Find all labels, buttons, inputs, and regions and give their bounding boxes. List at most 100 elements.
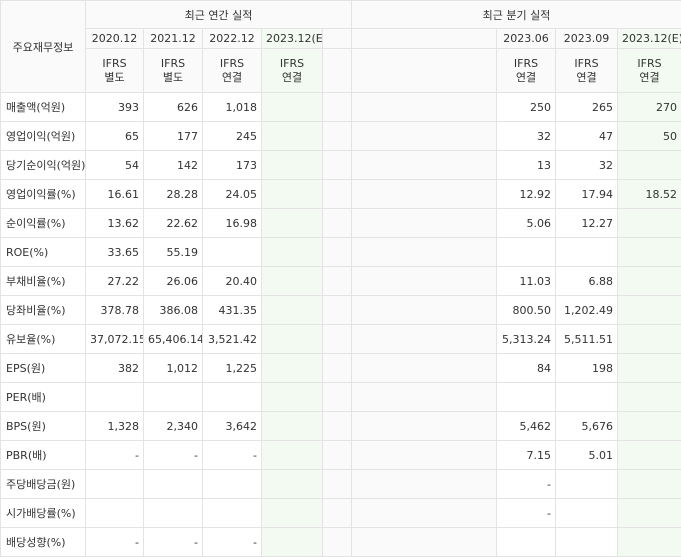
- annual-value: [262, 267, 323, 296]
- gap-cell: [323, 441, 352, 470]
- gap-cell: [352, 93, 497, 122]
- quarter-value: 7.15: [497, 441, 556, 470]
- annual-value: 2,340: [144, 412, 203, 441]
- annual-value: [86, 499, 144, 528]
- ifrs-basis: 연결: [266, 71, 318, 85]
- annual-value: [144, 383, 203, 412]
- annual-value: -: [86, 441, 144, 470]
- quarter-value: 5.06: [497, 209, 556, 238]
- quarter-value: 5,462: [497, 412, 556, 441]
- quarter-value: 17.94: [556, 180, 618, 209]
- annual-value: 13.62: [86, 209, 144, 238]
- quarter-value: 6.88: [556, 267, 618, 296]
- quarter-value: [556, 383, 618, 412]
- annual-value: [262, 238, 323, 267]
- ifrs-basis: 별도: [148, 71, 198, 85]
- row-label: 매출액(억원): [1, 93, 86, 122]
- gap-cell: [323, 122, 352, 151]
- ifrs-label: IFRS: [266, 57, 318, 71]
- quarter-value: 5,511.51: [556, 325, 618, 354]
- gap-cell: [323, 49, 352, 93]
- annual-value: 37,072.15: [86, 325, 144, 354]
- annual-value: 378.78: [86, 296, 144, 325]
- ifrs-label: IFRS: [622, 57, 677, 71]
- quarter-value: 1,202.49: [556, 296, 618, 325]
- annual-value: [262, 93, 323, 122]
- gap-cell: [352, 238, 497, 267]
- quarter-value: 32: [497, 122, 556, 151]
- annual-value: 20.40: [203, 267, 262, 296]
- gap-cell: [323, 93, 352, 122]
- row-label: EPS(원): [1, 354, 86, 383]
- gap-cell: [352, 383, 497, 412]
- quarter-value: 250: [497, 93, 556, 122]
- annual-value: [262, 151, 323, 180]
- annual-value: 1,225: [203, 354, 262, 383]
- gap-cell: [352, 267, 497, 296]
- gap-cell: [323, 470, 352, 499]
- gap-cell: [323, 528, 352, 557]
- annual-value: 24.05: [203, 180, 262, 209]
- gap-cell: [352, 180, 497, 209]
- annual-value: 27.22: [86, 267, 144, 296]
- row-label-header: 주요재무정보: [1, 1, 86, 93]
- annual-value: 173: [203, 151, 262, 180]
- row-label: BPS(원): [1, 412, 86, 441]
- quarter-value: [618, 296, 681, 325]
- ifrs-label: IFRS: [90, 57, 139, 71]
- annual-value: [262, 412, 323, 441]
- quarter-results-header: 최근 분기 실적: [352, 1, 681, 29]
- row-label: 부채비율(%): [1, 267, 86, 296]
- quarter-value: [618, 354, 681, 383]
- row-label: 영업이익률(%): [1, 180, 86, 209]
- gap-cell: [352, 470, 497, 499]
- annual-value: -: [86, 528, 144, 557]
- gap-cell: [323, 412, 352, 441]
- gap-cell: [323, 238, 352, 267]
- annual-value: [262, 441, 323, 470]
- gap-cell: [352, 151, 497, 180]
- annual-value: 431.35: [203, 296, 262, 325]
- quarter-value: [618, 267, 681, 296]
- annual-value: [262, 528, 323, 557]
- annual-value: 54: [86, 151, 144, 180]
- quarter-value: [618, 238, 681, 267]
- quarter-value: [556, 470, 618, 499]
- gap-cell: [323, 296, 352, 325]
- annual-value: [262, 325, 323, 354]
- annual-value: 22.62: [144, 209, 203, 238]
- quarter-value: [556, 528, 618, 557]
- annual-value: [144, 470, 203, 499]
- annual-value: 65: [86, 122, 144, 151]
- annual-value: 16.61: [86, 180, 144, 209]
- gap-cell: [352, 528, 497, 557]
- quarter-value: 13: [497, 151, 556, 180]
- gap-cell: [323, 180, 352, 209]
- row-label: PER(배): [1, 383, 86, 412]
- quarter-value: 12.92: [497, 180, 556, 209]
- annual-value: [86, 383, 144, 412]
- quarter-period: 2023.09: [556, 29, 618, 49]
- annual-value: -: [144, 528, 203, 557]
- quarter-value: [618, 441, 681, 470]
- annual-value: [262, 499, 323, 528]
- gap-cell: [352, 29, 497, 49]
- gap-cell: [352, 441, 497, 470]
- gap-cell: [352, 209, 497, 238]
- quarter-value: 198: [556, 354, 618, 383]
- quarter-value: 5,313.24: [497, 325, 556, 354]
- annual-results-header: 최근 연간 실적: [86, 1, 352, 29]
- row-label: 주당배당금(원): [1, 470, 86, 499]
